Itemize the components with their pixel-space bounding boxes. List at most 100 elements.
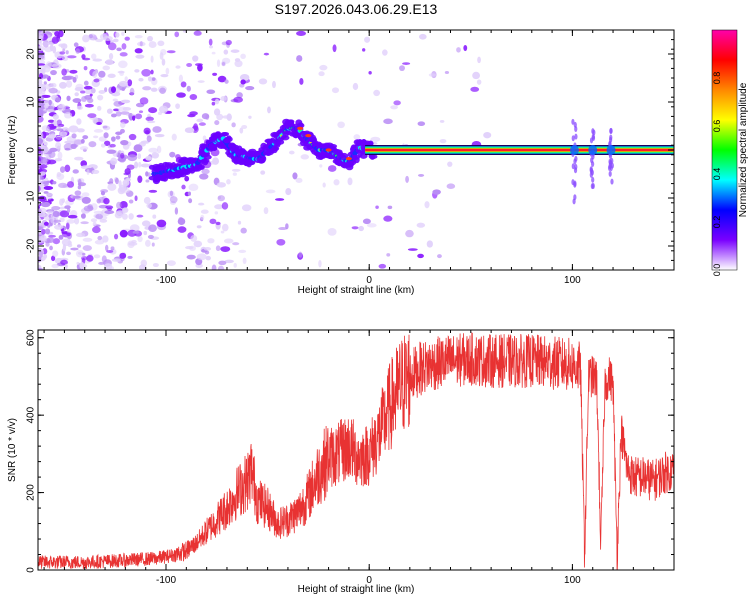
spectral-blob: [92, 58, 103, 62]
spectral-blob: [477, 56, 481, 64]
spectral-blob: [135, 113, 143, 120]
spectral-blob: [217, 75, 227, 83]
spectral-blob: [157, 40, 165, 47]
spectral-blob: [43, 221, 49, 226]
spectral-blob: [146, 202, 152, 209]
spectral-blob: [211, 101, 216, 106]
spectral-blob: [51, 36, 59, 44]
spectral-blob: [48, 99, 52, 106]
spectral-blob: [154, 133, 165, 138]
spectral-blob: [83, 66, 88, 71]
spectral-blob: [300, 154, 309, 160]
spectral-blob: [145, 239, 151, 247]
spectral-blob: [118, 155, 127, 163]
spectral-blob: [351, 226, 359, 230]
spectral-blob: [203, 246, 212, 251]
spectral-blob: [483, 132, 492, 139]
spectral-blob: [38, 256, 42, 263]
spectral-blob: [115, 32, 120, 38]
spectral-blob: [152, 126, 162, 133]
spectral-blob: [276, 238, 286, 246]
spectral-blob: [476, 79, 482, 85]
spectral-blob: [82, 135, 89, 140]
spectral-blob: [158, 105, 169, 114]
spectral-blob: [115, 177, 119, 185]
spectral-blob: [318, 260, 322, 268]
spectral-blob: [213, 108, 221, 116]
spectral-blob: [38, 83, 47, 92]
spectral-blob: [298, 251, 303, 258]
spectral-blob: [47, 224, 51, 228]
spectral-blob: [46, 159, 57, 165]
spectral-blob: [56, 125, 62, 128]
spectral-blob: [383, 215, 393, 222]
x-tick-label: 0: [366, 575, 372, 586]
spike-core: [606, 145, 616, 155]
y-tick-label: -20: [26, 238, 37, 253]
spectral-blob: [272, 80, 276, 89]
spike-blob: [591, 161, 595, 168]
spectral-blob: [83, 205, 94, 212]
x-tick-label: 100: [564, 575, 581, 586]
spectral-blob: [147, 35, 154, 42]
spectral-blob: [319, 164, 323, 168]
spectral-blob: [209, 45, 214, 49]
spectral-blob: [38, 89, 43, 95]
spectral-blob: [226, 179, 231, 185]
spectral-blob: [67, 214, 78, 219]
spectral-blob: [57, 103, 66, 112]
ridge-hotspot: [305, 134, 312, 138]
spectral-blob: [93, 254, 101, 259]
spectral-blob: [38, 32, 45, 39]
spectral-blob: [77, 185, 82, 190]
spectral-blob: [39, 171, 46, 176]
spectral-blob: [38, 267, 44, 270]
spectral-blob: [91, 169, 100, 174]
spectral-blob: [192, 55, 199, 62]
spectral-blob: [221, 62, 226, 66]
spectral-blob: [87, 113, 97, 118]
spectral-blob: [101, 255, 107, 263]
x-tick-label: -100: [156, 275, 176, 286]
spectral-blob: [386, 253, 391, 257]
spectral-blob: [212, 72, 218, 76]
spectral-blob: [84, 103, 94, 108]
spectral-blob: [105, 59, 114, 66]
spectral-blob: [226, 113, 232, 121]
ridge-blob-outer: [223, 137, 231, 144]
spectral-blob: [72, 98, 82, 103]
spike-blob: [571, 179, 575, 186]
spectral-blob: [103, 132, 109, 139]
spectral-blob: [185, 245, 194, 250]
spectral-blob: [75, 249, 84, 258]
spectral-blob: [128, 133, 137, 141]
spectral-blob: [107, 207, 113, 211]
spectral-blob: [234, 60, 243, 68]
spectral-blob: [278, 227, 288, 231]
spectral-blob: [217, 265, 225, 270]
spectral-blob: [40, 228, 46, 235]
spike-blob: [591, 135, 596, 142]
spectral-blob: [375, 205, 379, 209]
spectral-blob: [119, 121, 126, 129]
spectral-blob: [121, 43, 127, 50]
spectral-blob: [113, 100, 123, 107]
spectral-blob: [59, 51, 66, 55]
spectral-blob: [186, 85, 191, 92]
spectral-blob: [150, 87, 158, 92]
spectral-blob: [147, 234, 154, 240]
spectral-blob: [368, 70, 372, 75]
snr-panel: -100 0 100 0 200 400 600 Height of straight li…: [7, 329, 675, 595]
spectral-blob: [128, 199, 134, 204]
spectral-blob: [263, 52, 270, 56]
spectral-blob: [223, 238, 234, 244]
spectral-blob: [100, 143, 106, 148]
spectral-blob: [337, 121, 345, 129]
spectral-blob: [175, 103, 180, 110]
spectral-blob: [76, 244, 82, 248]
spectral-blob: [120, 152, 125, 159]
spectral-blob: [128, 213, 134, 220]
spectral-blob: [56, 173, 65, 181]
spectral-blob: [187, 113, 196, 118]
spectral-blob: [214, 211, 219, 215]
